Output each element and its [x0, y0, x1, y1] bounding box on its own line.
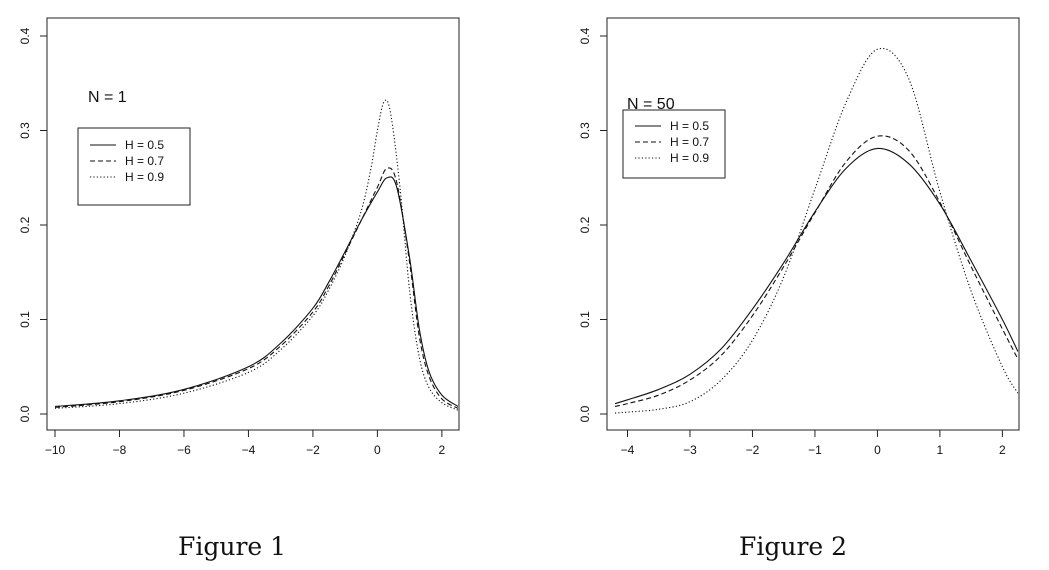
series-line-3	[614, 47, 1018, 414]
figure-2-panel: −4 −3 −2 −1 0 1 2 0.0 0.1 0.2 0.3 0.4 N = 50 H = 0.5 H…	[578, 17, 1020, 457]
series-lines	[54, 99, 458, 411]
series-line-2	[614, 135, 1018, 407]
series-line-2	[54, 167, 458, 409]
legend-label: H = 0.5	[670, 119, 709, 133]
sample-size-annotation: N = 50	[627, 96, 675, 113]
x-tick-label: 2	[439, 443, 446, 457]
y-tick-label: 0.4	[18, 27, 32, 44]
x-tick-label: −8	[113, 443, 127, 457]
figure-2-caption: Figure 2	[739, 532, 848, 561]
plot-frame	[46, 17, 460, 431]
legend-box	[77, 127, 191, 206]
x-tick-label: −2	[306, 443, 320, 457]
figure-1-panel: −10 −8 −6 −4 −2 0 2 0.0 0.1 0.2 0.3 0.4 N = 1 H = 0.5…	[18, 17, 460, 457]
y-tick-label: 0.1	[18, 311, 32, 328]
legend-label: H = 0.9	[125, 170, 164, 184]
y-tick-label: 0.2	[578, 216, 592, 233]
y-tick-label: 0.0	[578, 405, 592, 422]
legend-label: H = 0.5	[125, 138, 164, 152]
series-lines	[614, 47, 1018, 414]
legend-label: H = 0.9	[670, 151, 709, 165]
x-tick-label: −4	[621, 443, 635, 457]
x-tick-label: 1	[937, 443, 944, 457]
x-tick-label: −6	[177, 443, 191, 457]
legend-label: H = 0.7	[670, 135, 709, 149]
sample-size-annotation: N = 1	[88, 89, 127, 106]
plot-frame	[606, 17, 1020, 431]
x-tick-label: −10	[45, 443, 66, 457]
x-tick-label: 0	[874, 443, 881, 457]
x-tick-label: −4	[242, 443, 256, 457]
y-tick-label: 0.4	[578, 27, 592, 44]
y-tick-label: 0.1	[578, 311, 592, 328]
legend-box	[622, 109, 726, 179]
y-tick-label: 0.3	[18, 122, 32, 139]
series-line-1	[54, 176, 458, 407]
x-tick-label: 2	[999, 443, 1006, 457]
x-tick-label: −1	[808, 443, 822, 457]
series-line-1	[614, 147, 1018, 405]
x-tick-label: −3	[683, 443, 697, 457]
x-tick-label: 0	[374, 443, 381, 457]
legend-label: H = 0.7	[125, 154, 164, 168]
x-tick-label: −2	[746, 443, 760, 457]
series-line-3	[54, 99, 458, 411]
y-tick-label: 0.2	[18, 216, 32, 233]
figure-1-caption: Figure 1	[178, 532, 287, 561]
y-tick-label: 0.3	[578, 122, 592, 139]
y-tick-label: 0.0	[18, 405, 32, 422]
